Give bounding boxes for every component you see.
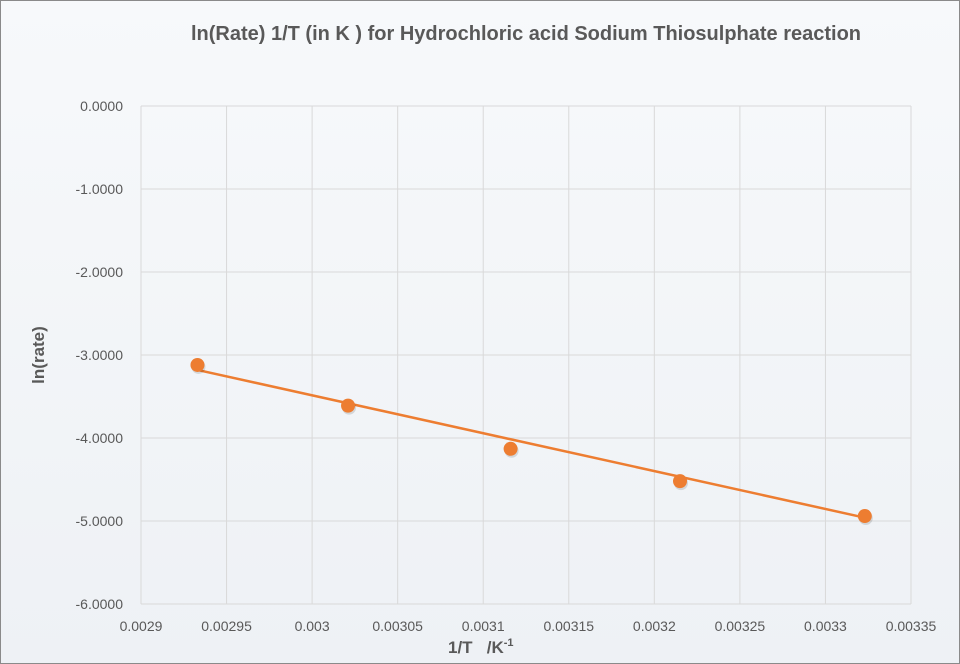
data-point [341,398,356,413]
y-tick-label: -2.0000 [76,264,124,280]
data-point [857,509,872,524]
x-tick-label: 0.00305 [372,618,423,634]
x-tick-label: 0.003 [295,618,330,634]
x-tick-label: 0.00295 [201,618,252,634]
data-point [503,441,518,456]
x-tick-label: 0.00325 [715,618,766,634]
x-tick-label: 0.0029 [120,618,163,634]
y-tick-label: -6.0000 [76,596,124,612]
y-tick-label: -1.0000 [76,181,124,197]
trendline [197,368,866,519]
y-axis-label: ln(rate) [29,326,48,384]
data-point [190,357,205,372]
data-point [673,474,687,489]
x-tick-label: 0.0031 [462,618,505,634]
chart-title: ln(Rate) 1/T (in K ) for Hydrochloric ac… [190,23,862,45]
y-tick-label: 0.0000 [80,98,123,114]
x-tick-label: 0.0032 [633,618,676,634]
x-tick-label: 0.00315 [543,618,594,634]
x-axis-label: 1/T /K-1 [448,637,514,657]
y-tick-label: -3.0000 [76,347,124,363]
y-tick-label: -5.0000 [76,513,124,529]
x-tick-label: 0.0033 [804,618,847,634]
y-tick-label: -4.0000 [76,430,124,446]
x-tick-label: 0.00335 [886,618,937,634]
